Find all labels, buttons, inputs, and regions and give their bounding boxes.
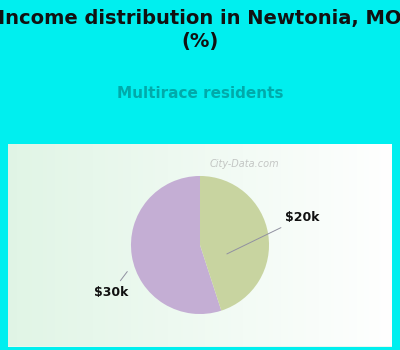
Wedge shape [131, 176, 221, 314]
Text: Multirace residents: Multirace residents [117, 86, 283, 101]
Text: City-Data.com: City-Data.com [210, 159, 280, 169]
Text: $20k: $20k [227, 211, 320, 254]
Text: Income distribution in Newtonia, MO
(%): Income distribution in Newtonia, MO (%) [0, 9, 400, 51]
Text: $30k: $30k [94, 272, 129, 299]
Wedge shape [200, 176, 269, 311]
